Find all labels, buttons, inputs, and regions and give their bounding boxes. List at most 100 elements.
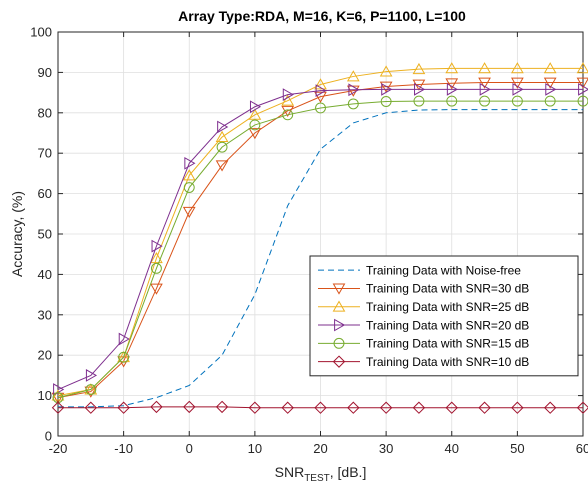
y-tick-label: 0 <box>45 429 52 444</box>
data-point <box>412 401 426 414</box>
legend-entry: Training Data with SNR=20 dB <box>318 318 529 332</box>
legend-entry: Training Data with SNR=25 dB <box>318 300 529 314</box>
data-point <box>576 401 588 414</box>
series-line <box>58 109 583 408</box>
legend-label: Training Data with Noise-free <box>366 263 521 277</box>
data-point <box>215 160 229 172</box>
y-tick-label: 50 <box>38 227 52 242</box>
data-point <box>314 91 327 103</box>
data-point <box>446 95 458 107</box>
series-2 <box>51 62 588 401</box>
data-point <box>347 401 360 414</box>
data-point <box>248 108 262 120</box>
data-point <box>478 77 491 89</box>
y-tick-label: 20 <box>38 348 52 363</box>
legend-box <box>309 255 579 377</box>
x-tick-label: -10 <box>114 441 133 456</box>
y-tick-label: 10 <box>38 388 52 403</box>
x-tick-label: 0 <box>186 441 193 456</box>
legend-swatch-marker <box>332 300 346 312</box>
y-tick-label: 90 <box>38 65 52 80</box>
data-point <box>182 206 196 219</box>
y-tick-label: 80 <box>38 105 52 120</box>
data-point <box>215 130 229 142</box>
data-point <box>248 128 262 140</box>
data-point <box>85 384 97 395</box>
data-point <box>151 239 163 253</box>
data-point <box>414 83 426 96</box>
data-point <box>215 400 229 414</box>
x-axis-label: SNRTEST, [dB.] <box>275 464 367 484</box>
data-point <box>578 83 588 96</box>
data-point <box>150 400 163 414</box>
series-line <box>58 406 583 409</box>
legend-swatch-marker <box>334 318 346 332</box>
data-point <box>117 401 130 414</box>
data-point <box>479 95 491 107</box>
data-point <box>446 83 458 96</box>
legend-entry: Training Data with SNR=30 dB <box>318 282 529 296</box>
data-point <box>117 350 130 363</box>
data-point <box>511 62 524 74</box>
data-point <box>511 401 524 414</box>
x-tick-label: 30 <box>379 441 393 456</box>
x-tick-label: -20 <box>49 441 68 456</box>
data-point <box>544 95 556 107</box>
data-point <box>182 169 196 181</box>
legend-entry: Training Data with Noise-free <box>318 263 521 277</box>
y-tick-label: 40 <box>38 267 52 282</box>
data-point <box>183 400 196 414</box>
data-point <box>346 70 360 82</box>
data-point <box>413 95 425 107</box>
data-point <box>315 102 326 114</box>
data-point <box>118 351 130 363</box>
data-point <box>576 62 588 74</box>
x-tick-label: 10 <box>248 441 262 456</box>
data-point <box>51 401 65 414</box>
data-point <box>84 386 98 398</box>
data-point <box>85 369 98 382</box>
legend-label: Training Data with SNR=10 dB <box>366 355 529 369</box>
data-point <box>282 88 294 101</box>
chart-title: Array Type:RDA, M=16, K=6, P=1100, L=100 <box>178 8 466 24</box>
y-axis-label: Accuracy, (%) <box>9 191 25 277</box>
data-point <box>315 84 327 97</box>
data-point <box>379 65 393 77</box>
legend-label: Training Data with SNR=25 dB <box>366 300 529 314</box>
y-tick-label: 60 <box>38 186 52 201</box>
x-tick-label: 50 <box>510 441 524 456</box>
data-point <box>348 83 360 97</box>
series-line <box>57 67 583 397</box>
data-point <box>249 100 262 114</box>
data-point <box>543 401 557 414</box>
series-line <box>57 82 583 399</box>
series-3 <box>53 83 588 396</box>
data-point <box>511 95 523 107</box>
data-point <box>347 98 359 110</box>
data-point <box>84 383 98 395</box>
data-point <box>216 141 228 153</box>
x-tick-label: 40 <box>445 441 459 456</box>
data-point <box>445 78 459 90</box>
legend-entry: Training Data with SNR=10 dB <box>318 355 529 369</box>
data-point <box>118 332 130 346</box>
data-point <box>543 62 557 74</box>
data-point <box>512 83 524 96</box>
series-line <box>57 100 583 399</box>
data-point <box>445 401 458 414</box>
data-point <box>380 96 392 107</box>
x-tick-label: 20 <box>313 441 327 456</box>
data-point <box>51 392 65 404</box>
data-point <box>150 252 163 264</box>
data-point <box>543 77 557 89</box>
data-point <box>249 119 261 131</box>
data-point <box>51 389 65 401</box>
y-tick-label: 100 <box>30 25 52 40</box>
legend-label: Training Data with SNR=15 dB <box>366 337 529 351</box>
legend-label: Training Data with SNR=30 dB <box>366 282 529 296</box>
data-point <box>412 62 426 75</box>
data-point <box>576 77 588 89</box>
legend-entry: Training Data with SNR=15 dB <box>318 337 529 351</box>
